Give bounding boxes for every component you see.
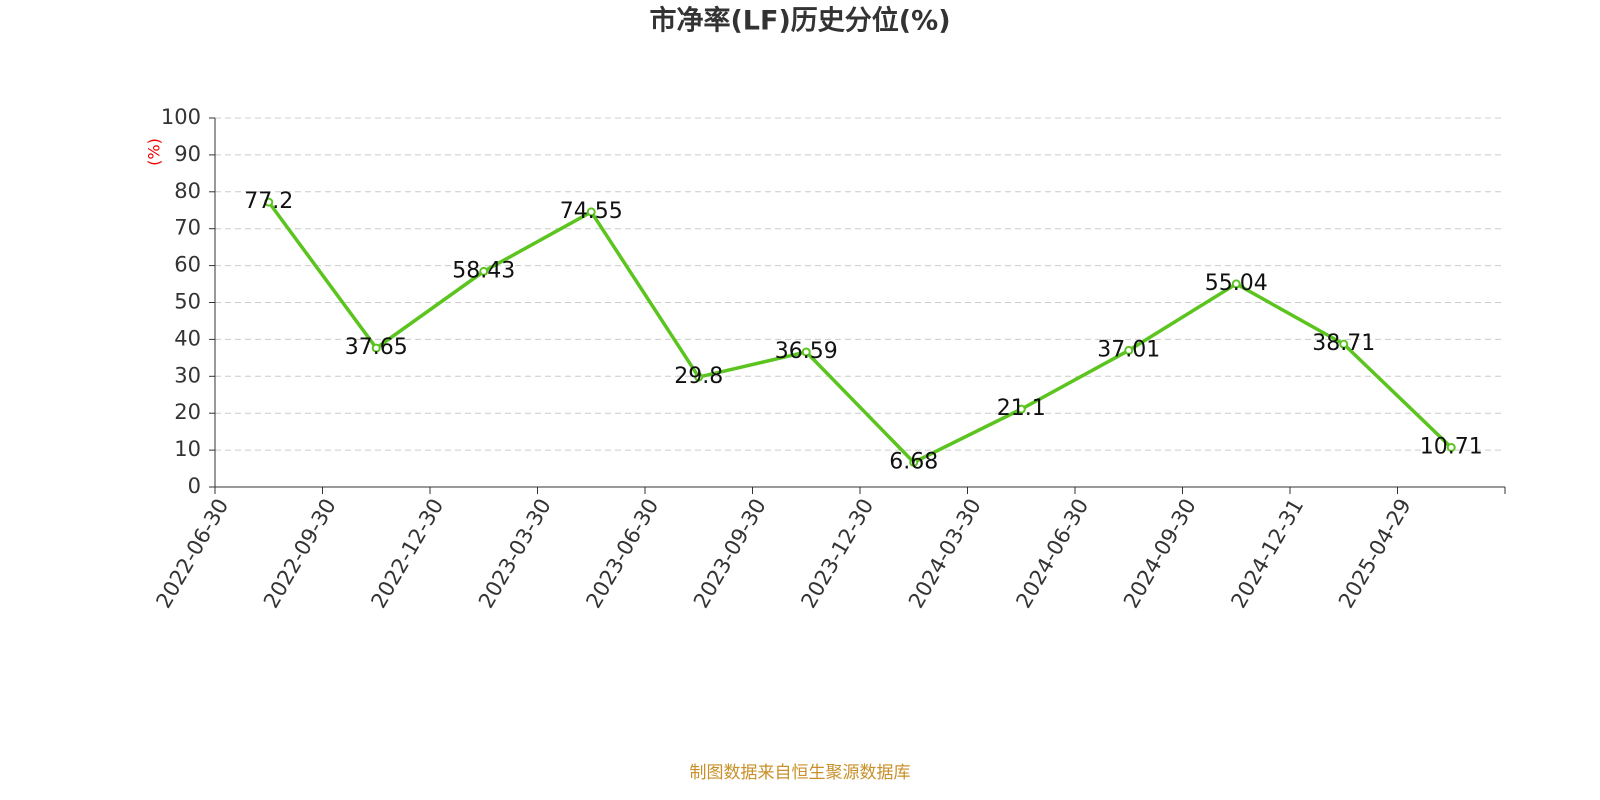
x-tick-label: 2024-09-30 [1119, 495, 1201, 613]
point [801, 347, 811, 357]
data-label: 37.65 [345, 335, 408, 360]
x-tick-label: 2023-06-30 [581, 495, 663, 613]
data-label: 38.71 [1312, 331, 1375, 356]
point [371, 343, 381, 353]
y-axis-label: (%) [145, 138, 164, 166]
x-tick-label: 2023-03-30 [474, 495, 556, 613]
point [1124, 345, 1134, 355]
line [267, 201, 1453, 465]
x-tick-label: 2022-06-30 [151, 495, 233, 613]
data-label: 10.71 [1420, 434, 1483, 459]
point [1016, 404, 1026, 414]
data-label: 29.8 [674, 364, 723, 389]
footer: 制图数据来自恒生聚源数据库 [690, 763, 911, 783]
data-label: 55.04 [1205, 271, 1268, 296]
point [479, 266, 489, 276]
x-tick-label: 2024-03-30 [904, 495, 986, 613]
y-tick-label: 100 [161, 105, 201, 129]
x-tick-label: 2023-12-30 [796, 495, 878, 613]
y-tick-label: 30 [174, 363, 201, 387]
point [1446, 442, 1456, 452]
y-tick-label: 80 [174, 179, 201, 203]
data-label: 37.01 [1097, 337, 1160, 362]
y-tick-label: 90 [174, 142, 201, 166]
data-label: 77.2 [244, 189, 293, 214]
y-tick-label: 40 [174, 326, 201, 350]
y-tick-label: 20 [174, 400, 201, 424]
data-label: 21.1 [997, 396, 1046, 421]
point [586, 207, 596, 217]
y-tick-label: 70 [174, 216, 201, 240]
point [694, 372, 704, 382]
y-tick-label: 10 [174, 437, 201, 461]
data-label: 74.55 [560, 199, 623, 224]
point [264, 197, 274, 207]
x-tick-label: 2024-06-30 [1011, 495, 1093, 613]
y-tick-label: 50 [174, 290, 201, 314]
y-tick-label: 0 [188, 474, 201, 498]
x-tick-label: 2025-04-29 [1334, 495, 1416, 613]
point [1231, 279, 1241, 289]
point [909, 457, 919, 467]
x-tick-label: 2023-09-30 [689, 495, 771, 613]
y-tick-label: 60 [174, 253, 201, 277]
data-label: 36.59 [775, 339, 838, 364]
point [1339, 339, 1349, 349]
data-label: 58.43 [452, 258, 515, 283]
chart-title: 市净率(LF)历史分位(%) [649, 5, 950, 37]
data-label: 6.68 [889, 449, 938, 474]
x-tick-label: 2022-09-30 [259, 495, 341, 613]
x-tick-label: 2022-12-30 [366, 495, 448, 613]
x-tick-label: 2024-12-31 [1226, 495, 1308, 613]
